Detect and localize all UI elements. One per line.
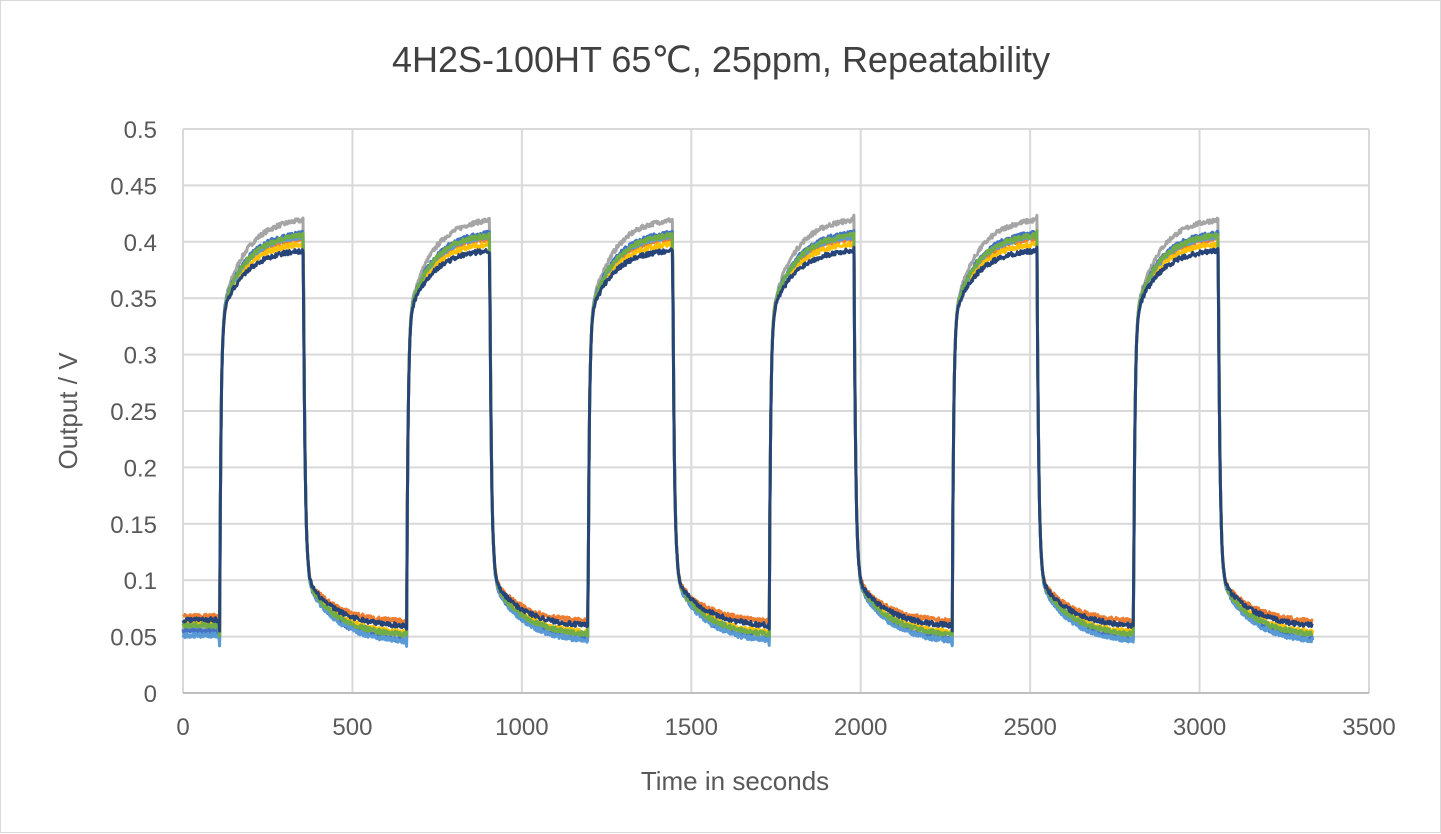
y-tick-label: 0 <box>144 681 157 708</box>
x-tick-label: 1500 <box>665 714 718 741</box>
series-line-6 <box>181 229 1314 638</box>
y-axis-ticks: 0 0.05 0.1 0.15 0.2 0.25 0.3 0.35 0.4 0.45 0.5 <box>110 117 157 708</box>
y-tick-label: 0.3 <box>124 343 157 370</box>
x-tick-label: 0 <box>176 714 189 741</box>
y-tick-label: 0.5 <box>124 117 157 144</box>
y-tick-label: 0.15 <box>110 512 157 539</box>
y-tick-label: 0.25 <box>110 399 157 426</box>
series-line-7 <box>181 245 1314 633</box>
y-tick-label: 0.05 <box>110 625 157 652</box>
x-axis-ticks: 0 500 1000 1500 2000 2500 3000 3500 <box>176 714 1395 741</box>
grid-lines <box>182 128 1370 694</box>
y-tick-label: 0.1 <box>124 568 157 595</box>
y-axis-title: Output / V <box>53 352 83 470</box>
x-tick-label: 3000 <box>1173 714 1226 741</box>
y-tick-label: 0.4 <box>124 230 157 257</box>
y-tick-label: 0.45 <box>110 173 157 200</box>
series-line-5 <box>181 232 1315 648</box>
x-tick-label: 2000 <box>834 714 887 741</box>
series-lines <box>181 213 1315 648</box>
x-tick-label: 500 <box>332 714 372 741</box>
y-tick-label: 0.2 <box>124 455 157 482</box>
chart-title: 4H2S-100HT 65℃, 25ppm, Repeatability <box>392 39 1050 80</box>
x-tick-label: 2500 <box>1003 714 1056 741</box>
series-line-3 <box>182 232 1314 631</box>
y-tick-label: 0.35 <box>110 286 157 313</box>
x-axis-title: Time in seconds <box>641 766 829 796</box>
x-tick-label: 1000 <box>495 714 548 741</box>
x-tick-label: 3500 <box>1342 714 1395 741</box>
